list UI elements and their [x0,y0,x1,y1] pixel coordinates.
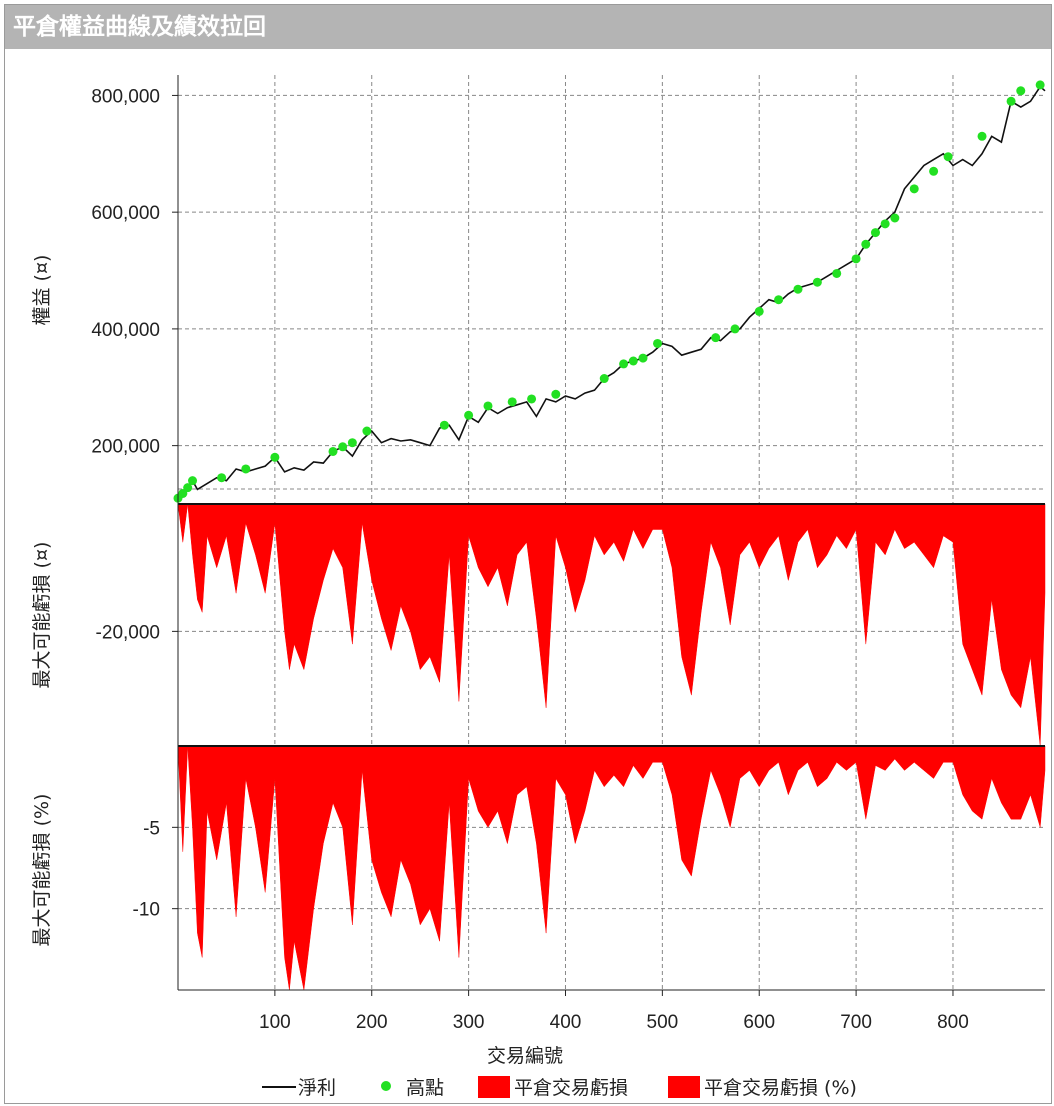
legend: 淨利 高點 平倉交易虧損 平倉交易虧損 (%) [262,1076,857,1099]
high-point-dot [347,438,357,448]
high-point-dot [943,152,953,162]
axes: 100 200 300 400 500 600 700 800 200,000 400,000 60… [91,75,1045,1033]
high-point-dot [851,254,861,264]
high-point-dot [730,324,740,334]
legend-label-drawdown-pct: 平倉交易虧損 (%) [704,1077,857,1099]
series-drawdown-pct-area [177,745,1046,991]
high-point-dot [1016,86,1026,96]
high-point-dot [1035,80,1045,90]
high-point-dot [338,442,348,452]
high-point-dot [599,374,609,384]
legend-label-net-profit: 淨利 [298,1077,336,1099]
high-point-dot [890,213,900,223]
high-point-dot [464,410,474,420]
y-tick-label: 600,000 [91,203,160,224]
high-point-dot [188,476,198,486]
drawdown-pct-panel [177,745,1046,991]
y-axis-label-drawdown-abs: 最大可能虧損 (¤) [31,542,53,689]
y-tick-label: 800,000 [91,86,160,107]
high-point-dot [270,452,280,462]
series-net-profit-line [177,85,1046,499]
high-point-dot [812,277,822,287]
y-tick-label: -20,000 [96,622,160,643]
window-title: 平倉權益曲線及績效拉回 [5,5,1051,49]
high-point-dot [977,131,987,141]
high-point-dot [619,359,629,369]
high-point-dot [1006,96,1016,106]
series-drawdown-area [177,503,1046,747]
high-point-dot [551,389,561,399]
y-axis-label-equity: 權益 (¤) [31,255,53,326]
high-point-dot [653,338,663,348]
x-tick-label: 600 [743,1012,775,1033]
legend-label-high-point: 高點 [406,1077,444,1099]
high-point-dot [439,420,449,430]
x-tick-label: 300 [453,1012,485,1033]
high-point-dot [638,353,648,363]
legend-swatch-drawdown [478,1076,510,1098]
high-point-dot [793,284,803,294]
y-tick-label: 200,000 [91,437,160,458]
x-tick-label: 700 [840,1012,872,1033]
high-point-dot [870,228,880,238]
high-point-dot [217,473,227,483]
high-point-dot [362,426,372,436]
equity-panel [173,80,1046,503]
high-point-dot [909,184,919,194]
high-point-dot [241,464,251,474]
y-tick-label: -5 [143,818,160,839]
high-point-dot [880,219,890,229]
legend-swatch-high-point [381,1081,391,1091]
x-tick-label: 200 [356,1012,388,1033]
high-point-dot [711,333,721,343]
y-axis-label-drawdown-pct: 最大可能虧損 (%) [31,794,53,947]
high-point-dot [328,446,338,456]
x-tick-label: 800 [937,1012,969,1033]
x-tick-label: 100 [259,1012,291,1033]
high-point-dot [754,306,764,316]
high-point-dot [507,397,517,407]
high-point-dot [774,295,784,305]
high-point-dot [929,166,939,176]
x-axis-label: 交易編號 [487,1045,563,1067]
x-tick-label: 500 [647,1012,679,1033]
drawdown-abs-panel [177,503,1046,747]
high-point-dot [183,483,193,493]
legend-swatch-drawdown-pct [668,1076,700,1098]
high-point-dot [832,268,842,278]
high-point-dot [861,239,871,249]
legend-label-drawdown: 平倉交易虧損 [514,1077,628,1099]
high-point-dot [628,356,638,366]
y-tick-label: -10 [133,900,160,921]
high-point-dot [483,401,493,411]
x-tick-label: 400 [550,1012,582,1033]
high-point-dot [527,394,537,404]
y-tick-label: 400,000 [91,320,160,341]
